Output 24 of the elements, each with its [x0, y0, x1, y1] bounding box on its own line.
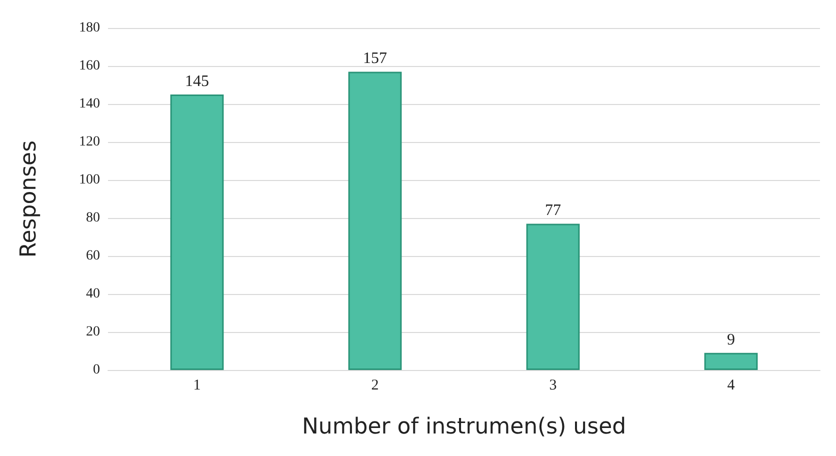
data-label: 77	[545, 202, 561, 220]
bar	[704, 352, 758, 370]
data-label: 145	[185, 73, 209, 90]
x-tick-label: 2	[371, 378, 379, 394]
y-tick-label: 80	[86, 210, 100, 226]
bar	[348, 72, 402, 370]
y-tick-label: 20	[86, 324, 100, 340]
x-tick-label: 1	[193, 378, 201, 394]
y-tick-label: 160	[79, 58, 100, 74]
bar	[526, 224, 580, 370]
y-tick-label: 120	[79, 134, 100, 150]
x-tick-label: 4	[727, 378, 736, 394]
data-label: 9	[727, 331, 735, 348]
y-tick-label: 100	[79, 172, 100, 188]
y-tick-label: 40	[86, 286, 100, 302]
data-label: 157	[363, 50, 387, 68]
y-tick-label: 140	[79, 96, 100, 112]
x-axis-title: Number of instrumen(s) used	[302, 414, 626, 440]
x-tick-label: 3	[549, 378, 557, 394]
y-tick-label: 0	[93, 362, 100, 378]
y-tick-label: 60	[86, 248, 100, 264]
y-axis-title: Responses	[16, 140, 42, 258]
bar	[170, 94, 224, 370]
y-tick-label: 180	[79, 20, 100, 36]
